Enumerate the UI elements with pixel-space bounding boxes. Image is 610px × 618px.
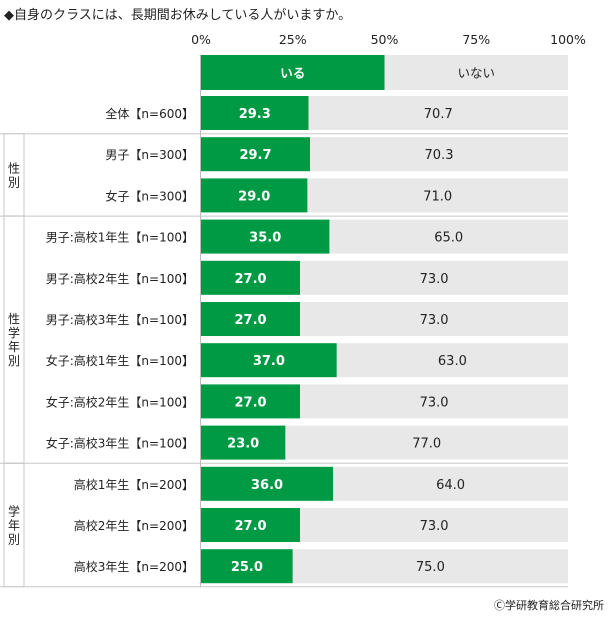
row-label: 全体【n=600】 — [105, 106, 194, 121]
bar-segment-absent — [307, 178, 568, 213]
bar-segment-present — [201, 302, 301, 336]
row-labels: 全体【n=600】男子【n=300】女子【n=300】男子:高校1年生【n=10… — [46, 106, 194, 574]
row-label: 女子:高校3年生【n=100】 — [46, 436, 194, 451]
data-label-absent: 70.3 — [425, 148, 454, 163]
group-label: 学年別 — [8, 504, 20, 547]
bar-segment-present — [201, 384, 301, 419]
x-tick-label: 25% — [279, 32, 307, 47]
row-label: 男子:高校2年生【n=100】 — [46, 271, 194, 286]
legend-swatch-absent — [384, 55, 568, 90]
bar-segment-present — [201, 508, 301, 542]
data-label-present: 27.0 — [235, 395, 267, 410]
row-label: 高校3年生【n=200】 — [74, 559, 194, 574]
bar-segment-absent — [308, 96, 568, 130]
legend-label-present: いる — [280, 66, 305, 81]
bar-segment-absent — [336, 343, 568, 378]
bar-segment-present — [201, 260, 301, 295]
data-label-absent: 73.0 — [420, 272, 449, 287]
x-tick-label: 100% — [550, 32, 586, 47]
bar-segment-absent — [300, 260, 568, 295]
bars: 29.3 70.7 29.7 70.3 29.0 71.0 35.0 65.0 27.0 73.0… — [201, 96, 568, 584]
row-label: 高校2年生【n=200】 — [74, 518, 194, 533]
bar-segment-absent — [300, 384, 568, 419]
data-label-absent: 73.0 — [420, 395, 449, 410]
data-label-present: 25.0 — [231, 560, 263, 575]
bar-segment-absent — [309, 137, 568, 172]
copyright-credit: Ⓒ学研教育総合研究所 — [494, 599, 604, 612]
x-tick-labels: 0% 25% 50% 75% 100% — [191, 32, 586, 47]
bar-segment-present — [201, 137, 310, 172]
bar-segment-present — [201, 343, 337, 378]
bar-segment-present — [201, 466, 334, 501]
x-tick-label: 0% — [191, 32, 211, 47]
bar-segment-absent — [300, 508, 568, 542]
chart-title: ◆自身のクラスには、長期間お休みしている人がいますか。 — [4, 8, 352, 23]
data-label-absent: 75.0 — [416, 560, 445, 575]
bar-segment-absent — [285, 425, 568, 460]
bar-segment-present — [201, 96, 309, 130]
data-label-present: 27.0 — [235, 519, 267, 534]
legend-swatch-present — [201, 55, 385, 90]
bar-segment-present — [201, 425, 286, 460]
legend-label-absent: いない — [457, 66, 495, 81]
row-label: 男子:高校3年生【n=100】 — [46, 312, 194, 327]
bar-segment-absent — [292, 549, 568, 584]
data-label-present: 29.3 — [239, 107, 271, 122]
data-label-absent: 73.0 — [420, 519, 449, 534]
row-label: 女子【n=300】 — [105, 188, 194, 203]
data-label-present: 27.0 — [235, 272, 267, 287]
data-label-present: 27.0 — [235, 313, 267, 328]
data-label-present: 37.0 — [253, 354, 285, 369]
row-label: 女子:高校2年生【n=100】 — [46, 394, 194, 409]
row-label: 男子【n=300】 — [105, 148, 194, 162]
row-label: 高校1年生【n=200】 — [74, 477, 194, 492]
data-label-absent: 65.0 — [434, 231, 463, 246]
row-label: 女子:高校1年生【n=100】 — [46, 353, 194, 368]
data-label-absent: 64.0 — [436, 478, 465, 493]
data-label-absent: 77.0 — [412, 437, 441, 452]
data-label-absent: 63.0 — [438, 354, 467, 369]
legend: いる いない — [201, 55, 568, 90]
data-label-present: 29.0 — [238, 189, 270, 204]
bar-segment-absent — [329, 219, 568, 254]
data-label-absent: 73.0 — [420, 313, 449, 328]
group-label: 性別 — [8, 161, 20, 189]
bar-segment-present — [201, 549, 293, 584]
row-label: 男子:高校1年生【n=100】 — [46, 230, 194, 245]
data-label-absent: 71.0 — [423, 189, 452, 204]
x-tick-label: 75% — [462, 32, 490, 47]
data-label-present: 29.7 — [239, 148, 271, 163]
data-label-present: 36.0 — [251, 478, 283, 493]
data-label-present: 23.0 — [227, 437, 259, 452]
bar-segment-absent — [333, 466, 568, 501]
data-label-absent: 70.7 — [424, 107, 453, 122]
bar-segment-absent — [300, 302, 568, 336]
group-label: 性学年別 — [8, 312, 20, 368]
data-label-present: 35.0 — [249, 231, 281, 246]
x-tick-label: 50% — [371, 32, 399, 47]
bar-segment-present — [201, 219, 330, 254]
bar-segment-present — [201, 178, 308, 213]
